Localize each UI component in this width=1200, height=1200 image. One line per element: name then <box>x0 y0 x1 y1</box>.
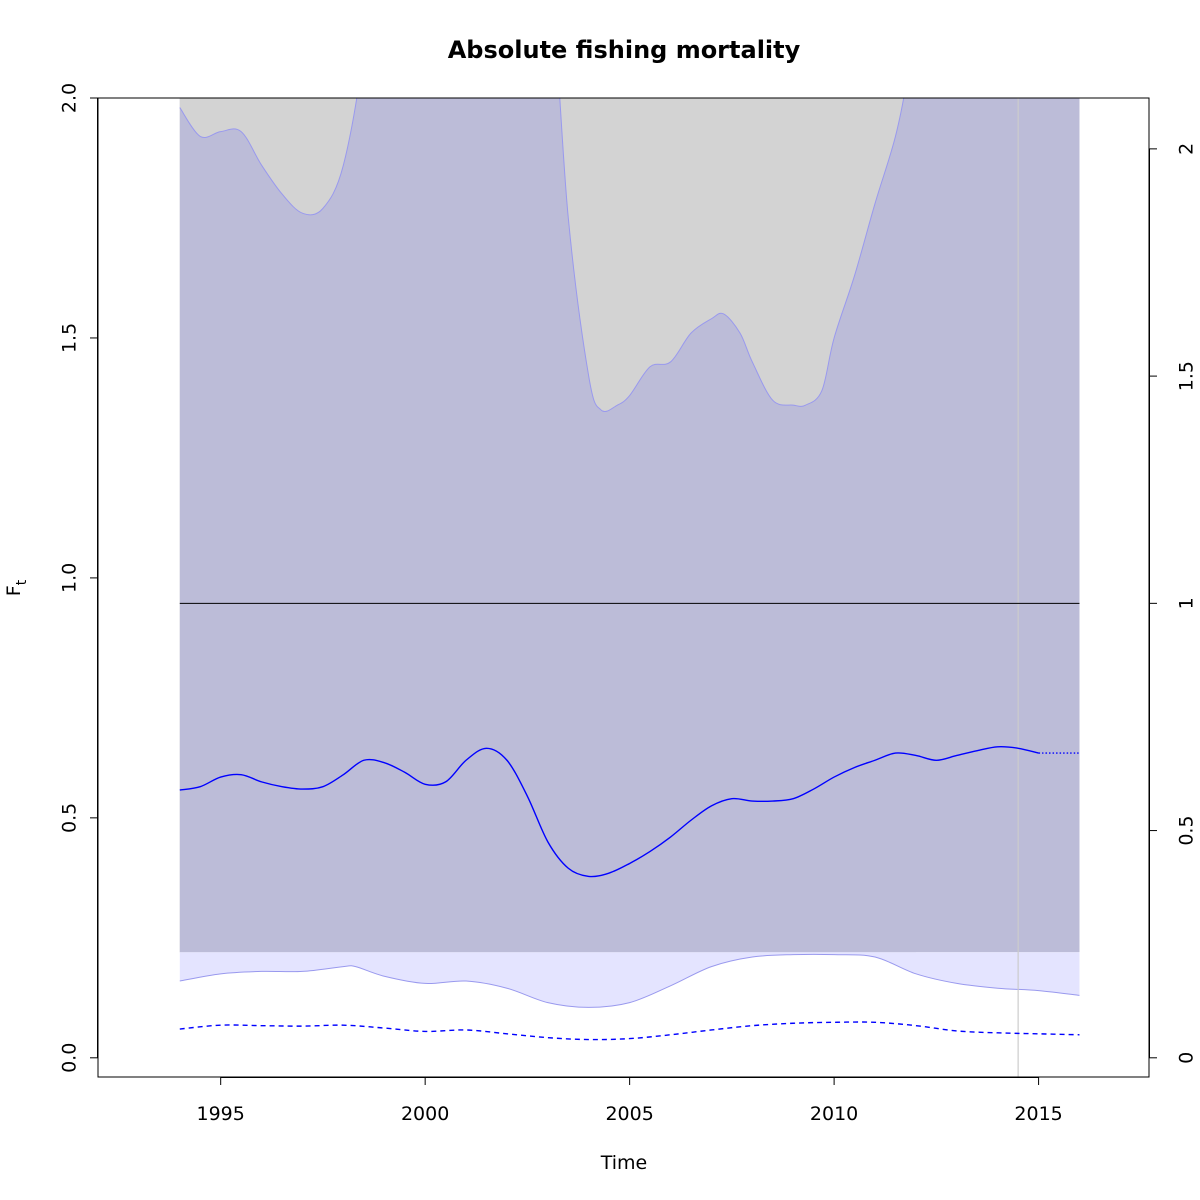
y-axis-title-main: F <box>3 585 25 596</box>
left-tick-label: 0.5 <box>59 803 81 833</box>
left-tick-label: 1.5 <box>59 323 81 353</box>
x-tick-label: 2015 <box>1014 1103 1062 1125</box>
lower-ci-fill <box>179 952 1080 1008</box>
x-tick-label: 1995 <box>197 1103 245 1125</box>
lower-ci-line <box>179 953 1080 1008</box>
lower-bound-line <box>179 1021 1080 1041</box>
left-tick-label: 2.0 <box>59 83 81 113</box>
right-tick-label: 1.5 <box>1176 361 1198 391</box>
y-axis-title: Ft <box>3 579 30 596</box>
left-tick-label: 0.0 <box>59 1043 81 1073</box>
x-axis: 1995 2000 2005 2010 2015 <box>197 1077 1063 1125</box>
right-y-axis: 0 0.5 1 1.5 2 <box>1149 143 1198 1064</box>
right-tick-label: 0.5 <box>1176 815 1198 845</box>
estimate-line <box>179 746 1039 878</box>
right-tick-label: 0 <box>1176 1052 1198 1064</box>
x-tick-label: 2000 <box>401 1103 449 1125</box>
x-tick-label: 2005 <box>605 1103 653 1125</box>
left-y-axis: 0.0 0.5 1.0 1.5 2.0 <box>59 83 98 1073</box>
plot-area <box>179 98 1080 1077</box>
chart-title: Absolute fishing mortality <box>448 36 801 64</box>
right-tick-label: 1 <box>1176 597 1198 609</box>
left-tick-label: 1.0 <box>59 563 81 593</box>
y-axis-title-subscript: t <box>14 579 30 585</box>
upper-ci-cap <box>179 98 916 412</box>
x-axis-title: Time <box>600 1152 648 1174</box>
right-tick-label: 2 <box>1176 143 1198 155</box>
x-tick-label: 2010 <box>810 1103 858 1125</box>
upper-ci-line <box>179 98 905 413</box>
